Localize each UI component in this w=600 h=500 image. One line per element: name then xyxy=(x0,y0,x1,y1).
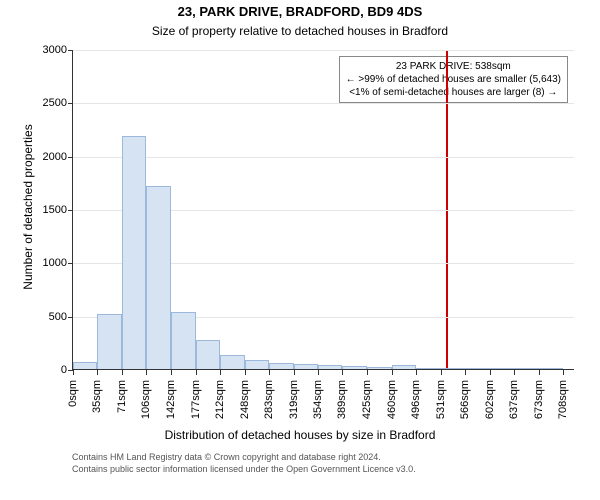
xtick-mark xyxy=(122,370,123,375)
histogram-bar xyxy=(342,366,367,369)
xtick-label: 602sqm xyxy=(484,376,496,419)
xtick-label: 0sqm xyxy=(67,376,79,407)
histogram-bar xyxy=(171,312,195,369)
footer-line-1: Contains HM Land Registry data © Crown c… xyxy=(72,452,600,464)
ytick-label: 3000 xyxy=(43,44,73,56)
plot-area: 23 PARK DRIVE: 538sqm ← >99% of detached… xyxy=(72,50,574,370)
xtick-mark xyxy=(196,370,197,375)
histogram-bar xyxy=(146,186,171,369)
xtick-mark xyxy=(539,370,540,375)
footer: Contains HM Land Registry data © Crown c… xyxy=(72,452,600,475)
xtick-mark xyxy=(245,370,246,375)
xtick-label: 566sqm xyxy=(459,376,471,419)
ytick-label: 500 xyxy=(49,311,73,323)
histogram-bar xyxy=(539,368,563,369)
xtick-mark xyxy=(416,370,417,375)
histogram-bar xyxy=(220,355,245,369)
gridline xyxy=(73,50,574,51)
histogram-bar xyxy=(122,136,146,369)
xtick-mark xyxy=(465,370,466,375)
xtick-label: 71sqm xyxy=(116,376,128,413)
chart-title: 23, PARK DRIVE, BRADFORD, BD9 4DS xyxy=(0,4,600,19)
xtick-label: 319sqm xyxy=(288,376,300,419)
footer-line-2: Contains public sector information licen… xyxy=(72,464,600,476)
xtick-label: 673sqm xyxy=(533,376,545,419)
xtick-label: 460sqm xyxy=(386,376,398,419)
xtick-mark xyxy=(514,370,515,375)
xtick-label: 496sqm xyxy=(410,376,422,419)
xtick-mark xyxy=(73,370,74,375)
histogram-bar xyxy=(465,368,490,369)
histogram-bar xyxy=(490,368,514,369)
histogram-bar xyxy=(269,363,294,369)
xtick-label: 212sqm xyxy=(214,376,226,419)
gridline xyxy=(73,157,574,158)
xtick-mark xyxy=(269,370,270,375)
xtick-label: 531sqm xyxy=(435,376,447,419)
histogram-bar xyxy=(392,365,417,369)
xtick-label: 248sqm xyxy=(239,376,251,419)
xtick-label: 283sqm xyxy=(263,376,275,419)
ytick-label: 1000 xyxy=(43,257,73,269)
chart-container: { "chart": { "type": "histogram", "title… xyxy=(0,0,600,500)
histogram-bar xyxy=(196,340,220,369)
xtick-label: 106sqm xyxy=(140,376,152,419)
xtick-label: 177sqm xyxy=(190,376,202,419)
xtick-label: 637sqm xyxy=(508,376,520,419)
histogram-bar xyxy=(318,365,342,369)
histogram-bar xyxy=(367,367,391,369)
xtick-mark xyxy=(220,370,221,375)
histogram-bar xyxy=(97,314,122,369)
xtick-label: 389sqm xyxy=(336,376,348,419)
histogram-bar xyxy=(245,360,269,369)
callout-line-3: <1% of semi-detached houses are larger (… xyxy=(346,86,561,99)
chart-subtitle: Size of property relative to detached ho… xyxy=(0,24,600,38)
xtick-label: 354sqm xyxy=(312,376,324,419)
y-axis-label: Number of detached properties xyxy=(21,107,35,307)
ytick-label: 2500 xyxy=(43,97,73,109)
xtick-mark xyxy=(490,370,491,375)
callout-line-1: 23 PARK DRIVE: 538sqm xyxy=(346,60,561,73)
xtick-mark xyxy=(318,370,319,375)
x-axis-label: Distribution of detached houses by size … xyxy=(0,428,600,442)
xtick-mark xyxy=(97,370,98,375)
xtick-mark xyxy=(392,370,393,375)
histogram-bar xyxy=(416,368,440,369)
ytick-label: 2000 xyxy=(43,151,73,163)
gridline xyxy=(73,103,574,104)
xtick-mark xyxy=(441,370,442,375)
xtick-mark xyxy=(367,370,368,375)
callout-line-2: ← >99% of detached houses are smaller (5… xyxy=(346,73,561,86)
xtick-mark xyxy=(563,370,564,375)
ytick-label: 1500 xyxy=(43,204,73,216)
histogram-bar xyxy=(73,362,97,369)
xtick-mark xyxy=(171,370,172,375)
histogram-bar xyxy=(441,368,465,369)
callout-box: 23 PARK DRIVE: 538sqm ← >99% of detached… xyxy=(339,56,568,103)
xtick-mark xyxy=(294,370,295,375)
xtick-mark xyxy=(146,370,147,375)
histogram-bar xyxy=(294,364,318,369)
xtick-label: 708sqm xyxy=(557,376,569,419)
xtick-label: 142sqm xyxy=(165,376,177,419)
ytick-label: 0 xyxy=(61,364,73,376)
histogram-bar xyxy=(514,368,539,369)
xtick-label: 425sqm xyxy=(361,376,373,419)
xtick-mark xyxy=(342,370,343,375)
xtick-label: 35sqm xyxy=(91,376,103,413)
